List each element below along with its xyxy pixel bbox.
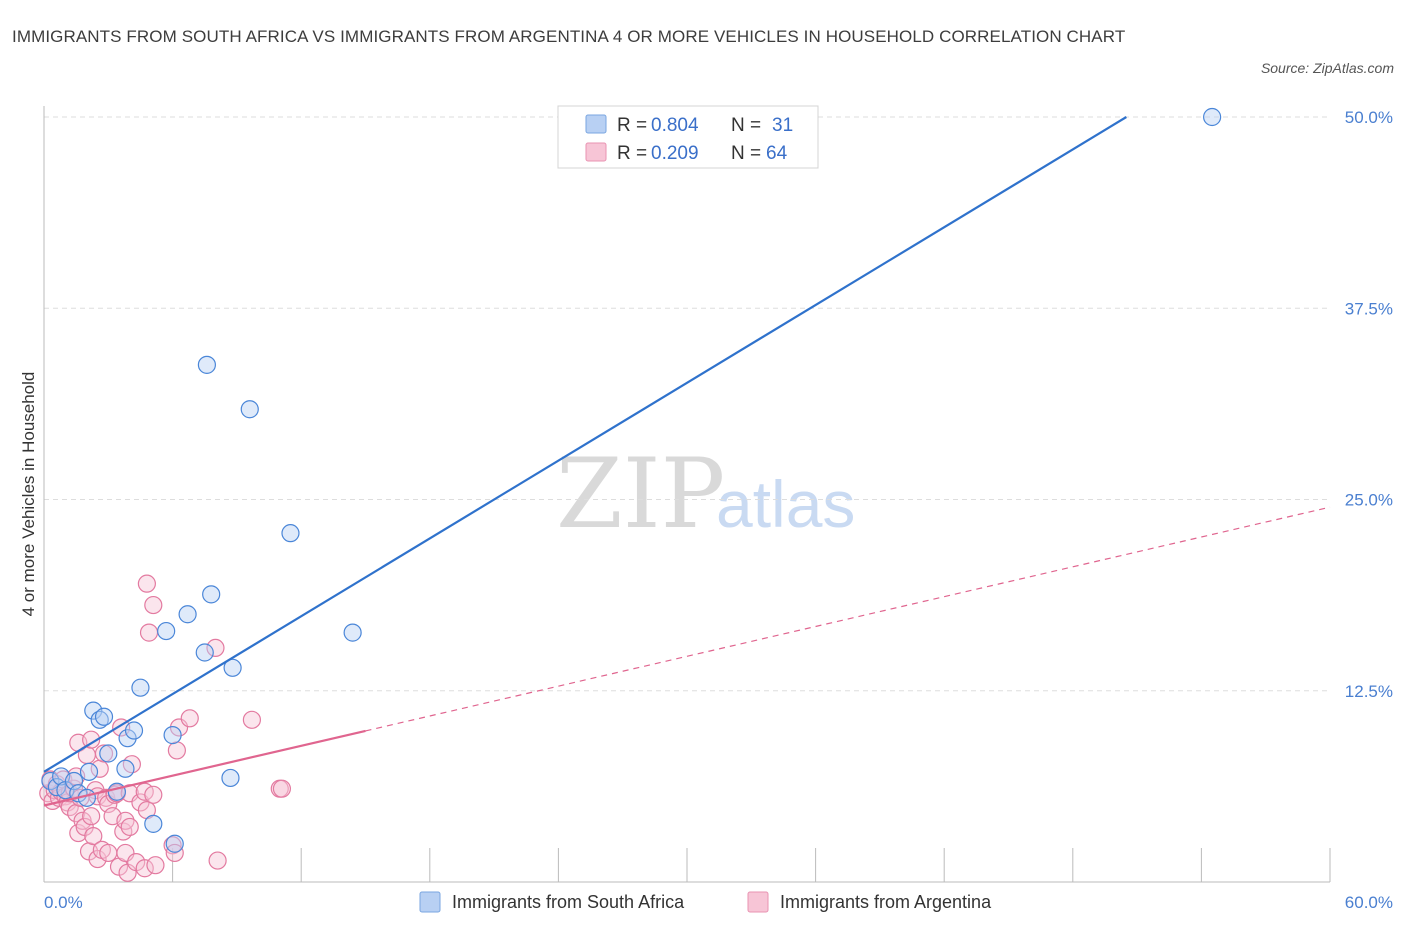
argentina-point xyxy=(88,849,107,869)
y-tick-label: 25.0% xyxy=(1345,491,1393,510)
south-africa-point xyxy=(163,726,182,745)
south-africa-point xyxy=(221,768,240,788)
argentina-point xyxy=(94,744,114,763)
south-africa-point xyxy=(107,782,126,801)
south-africa-point xyxy=(178,605,197,624)
watermark-zip: ZIP xyxy=(556,438,725,550)
y-tick-label: 37.5% xyxy=(1345,299,1393,318)
argentina-point xyxy=(144,785,163,804)
south-africa-point xyxy=(116,759,135,778)
y-axis-label: 4 or more Vehicles in Household xyxy=(19,372,38,617)
legend-r-value-argentina: 0.209 xyxy=(651,143,699,164)
legend-box: R = 0.804 N = 31 R = 0.209 N = 64 xyxy=(557,105,819,169)
x-axis-ticks xyxy=(43,848,1331,882)
south-africa-point xyxy=(223,658,242,677)
south-africa-point xyxy=(79,762,99,781)
argentina-point xyxy=(82,807,101,826)
trend-lines xyxy=(43,116,1331,807)
south-africa-point xyxy=(240,400,259,419)
south-africa-point xyxy=(157,621,176,641)
argentina-point xyxy=(165,843,184,863)
legend-r-value-south-africa: 0.804 xyxy=(651,115,699,136)
south-africa-point xyxy=(124,721,144,740)
bottom-legend-swatch-south-africa xyxy=(419,891,441,913)
legend-n-value-argentina: 64 xyxy=(766,143,788,164)
legend-r-label: R = xyxy=(617,143,647,164)
argentina-point xyxy=(242,710,262,729)
trend-line-argentina-dashed xyxy=(365,506,1331,732)
argentina-point xyxy=(180,709,199,728)
legend-r-label: R = xyxy=(617,115,647,136)
south-africa-point xyxy=(1203,107,1222,127)
x-tick-label-min: 0.0% xyxy=(44,893,83,912)
legend-n-label: N = xyxy=(731,143,761,164)
argentina-point xyxy=(139,623,159,642)
south-africa-point xyxy=(343,623,362,642)
south-africa-point xyxy=(281,524,300,543)
argentina-point xyxy=(208,851,227,870)
argentina-point xyxy=(99,843,118,863)
watermark-atlas: atlas xyxy=(716,467,855,541)
south-africa-point xyxy=(94,707,114,726)
argentina-point xyxy=(122,755,141,774)
south-africa-point xyxy=(197,355,216,374)
south-africa-point xyxy=(202,585,221,604)
y-tick-label: 12.5% xyxy=(1345,682,1393,701)
argentina-point xyxy=(120,817,139,837)
y-tick-labels: 12.5% 25.0% 37.5% 50.0% xyxy=(1345,108,1393,701)
argentina-point xyxy=(146,856,165,875)
south-africa-point xyxy=(84,701,103,720)
bottom-legend-label-argentina: Immigrants from Argentina xyxy=(780,892,992,912)
bottom-legend-label-south-africa: Immigrants from South Africa xyxy=(452,892,685,912)
legend-n-label: N = xyxy=(731,115,761,136)
bottom-legend: Immigrants from South Africa Immigrants … xyxy=(419,891,992,913)
chart-title: IMMIGRANTS FROM SOUTH AFRICA VS IMMIGRAN… xyxy=(12,27,1126,46)
argentina-point xyxy=(137,574,156,593)
x-tick-label-max: 60.0% xyxy=(1345,893,1393,912)
bottom-legend-swatch-argentina xyxy=(747,891,769,913)
y-tick-label: 50.0% xyxy=(1345,108,1393,127)
gridlines xyxy=(44,116,1330,692)
legend-swatch-argentina xyxy=(585,142,607,162)
argentina-point xyxy=(206,638,225,658)
south-africa-point xyxy=(165,834,184,853)
argentina-point xyxy=(167,741,186,760)
legend-n-value-south-africa: 31 xyxy=(772,115,793,136)
legend-swatch-south-africa xyxy=(585,114,607,134)
argentina-point xyxy=(82,730,101,749)
south-africa-point xyxy=(195,643,214,662)
trend-line-south-africa xyxy=(43,116,1127,773)
trend-line-argentina-solid xyxy=(43,729,366,807)
south-africa-point xyxy=(144,814,163,833)
south-africa-point xyxy=(99,744,118,763)
argentina-point xyxy=(144,595,163,615)
argentina-point xyxy=(84,826,103,846)
south-africa-point xyxy=(131,678,150,697)
source-note: Source: ZipAtlas.com xyxy=(1260,60,1394,76)
series-argentina-points xyxy=(39,574,292,882)
argentina-point xyxy=(272,779,292,798)
argentina-point xyxy=(135,859,154,878)
